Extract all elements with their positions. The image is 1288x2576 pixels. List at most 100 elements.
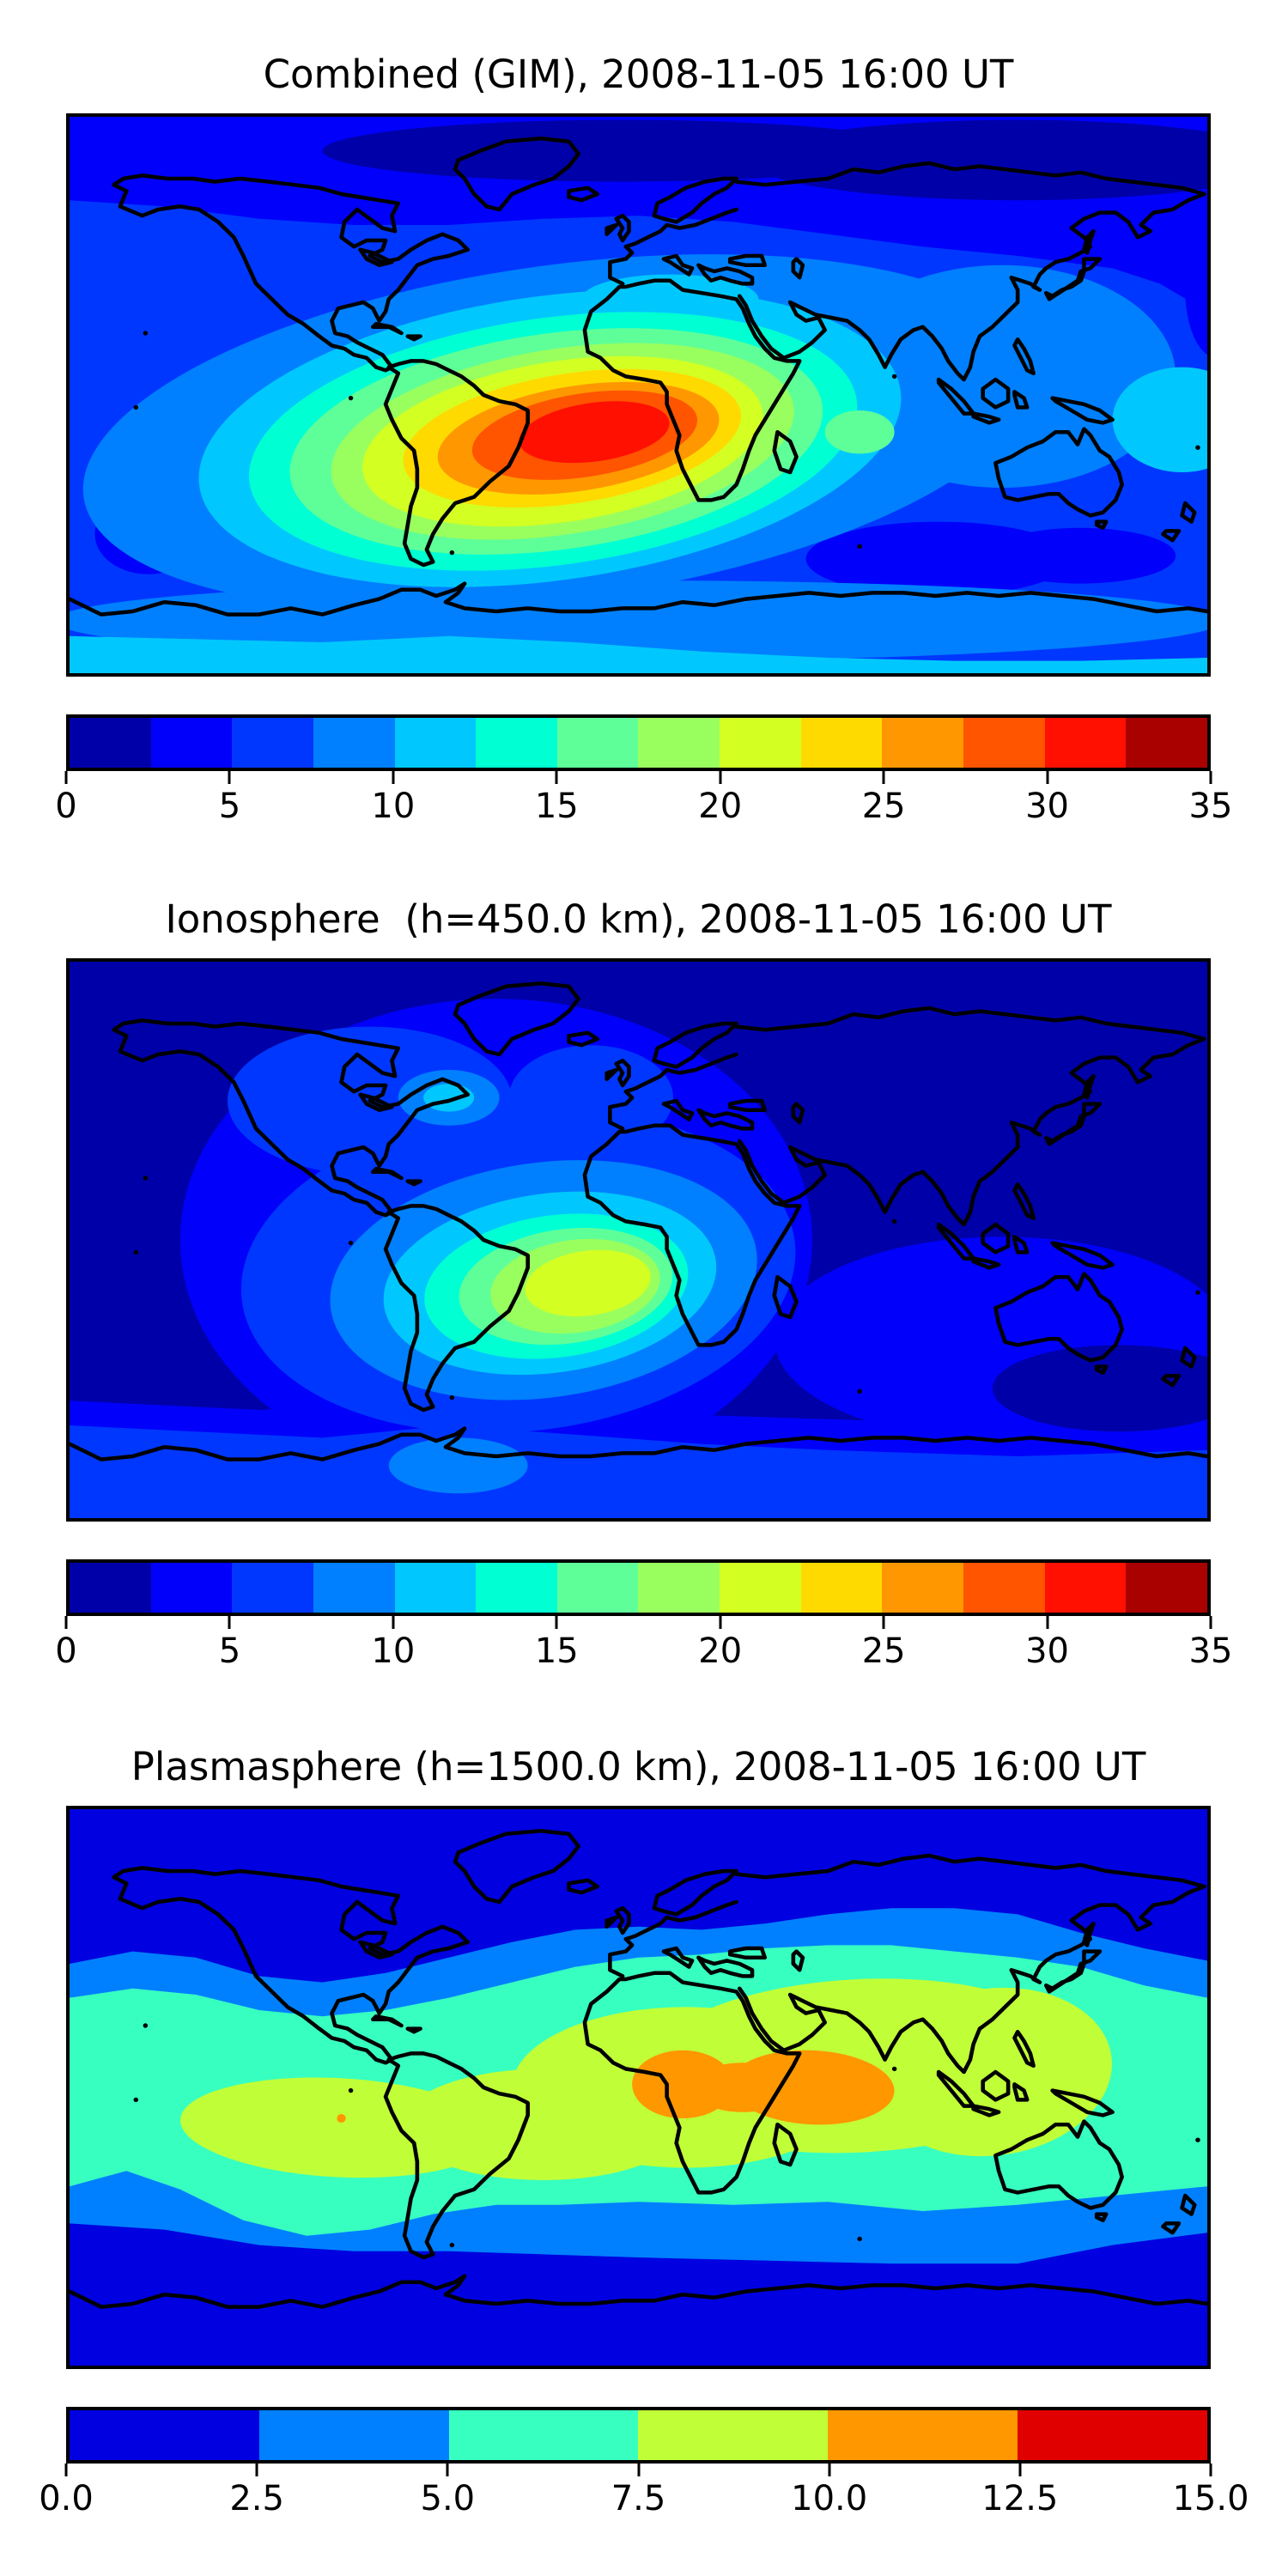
coastline [652,1021,738,1069]
coastline [652,1868,738,1917]
contour-layer [986,527,1176,584]
coastline [1094,1364,1109,1376]
colorbar-segment [150,1563,233,1613]
colorbar-tick-mark [719,1616,722,1629]
colorbar-combined [66,714,1211,771]
contour-layer [1185,225,1207,355]
island-dot [891,374,897,380]
coastline [371,2014,404,2028]
coastline [112,1866,471,2065]
colorbar-segment [232,1563,313,1613]
colorbar-tick-label: 0.0 [39,2479,94,2518]
colorbar-tick-label: 20 [698,1631,743,1671]
coastline [993,2119,1124,2210]
coastline [661,1946,695,1969]
coastline [652,176,738,224]
coastline [405,1179,422,1187]
map-ionosphere [66,958,1211,1522]
coastline [405,334,422,342]
colorbar-segment [800,1563,883,1613]
colorbar-ionosphere [66,1559,1211,1616]
island-dot [143,1176,149,1181]
colorbar-segment [556,1563,639,1613]
colorbar-segment [638,2410,829,2460]
colorbar-segment [258,2410,449,2460]
colorbar-segment [476,718,557,768]
island-dot [449,2242,455,2248]
colorbar-tick-mark [1209,1616,1212,1629]
coastline [993,427,1124,518]
colorbar-segment [313,1563,395,1613]
colorbar-segment [638,1563,720,1613]
colorbar-tick-label: 10 [371,1631,416,1671]
coastline [1012,1235,1030,1255]
contour-layer [70,580,1207,661]
coastline [696,263,755,286]
coastline [608,207,738,286]
coastline [981,2069,1011,2102]
colorbar-tick-label: 20 [698,787,743,826]
colorbar-tick-label: 30 [1025,1631,1070,1671]
coastline [1050,396,1115,425]
colorbar-segment [828,2410,1018,2460]
colorbar-tick-mark [446,2464,449,2476]
colorbar-tick-label: 35 [1188,1631,1233,1671]
colorbar-segment [963,1563,1045,1613]
island-dot [857,544,862,550]
contour-layer [337,2113,346,2123]
contour-layer [749,119,1207,201]
coastline [453,136,580,212]
coastline [1161,2221,1182,2235]
coastline [791,1949,805,1972]
coastline [1082,1921,1096,1947]
coastline [727,253,768,268]
coastline [1094,519,1109,531]
colorbar-tick-mark [555,1616,558,1629]
coastline [605,222,619,237]
contour-layer [70,2223,1207,2366]
coastline [971,2104,1001,2117]
colorbar-tick-label: 10.0 [791,2479,868,2518]
coastline [1012,1182,1036,1221]
coastline [70,581,1207,617]
coastline [70,2274,1207,2309]
colorbar-tick-label: 10 [371,787,416,826]
coastline [661,1098,695,1121]
island-dot [133,404,139,410]
contour-layer [519,401,670,464]
contour-layer [70,635,1207,673]
colorbar-plasmasphere [66,2407,1211,2464]
coastline [1043,1102,1103,1146]
contour-layer [1112,367,1207,472]
map-title-ionosphere: Ionosphere (h=450.0 km), 2008-11-05 16:0… [165,896,1112,942]
island-dot [348,395,354,401]
colorbar-segment [882,718,964,768]
coastline [772,429,799,475]
colorbar-tick-label: 7.5 [611,2479,666,2518]
colorbar-segment [70,718,151,768]
colorbar-segment [800,718,883,768]
island-dot [133,2097,139,2103]
panel-plasmasphere: Plasmasphere (h=1500.0 km), 2008-11-05 1… [39,1744,1249,2527]
coastline [696,1955,755,1978]
map-title-plasmasphere: Plasmasphere (h=1500.0 km), 2008-11-05 1… [131,1744,1146,1789]
contour-layer [730,2050,895,2125]
coastline [734,1005,1206,1227]
coastline [405,2026,422,2034]
colorbar-tick-mark [882,1616,885,1629]
colorbar-segment [1018,2410,1207,2460]
colorbar-tick-mark [719,771,722,784]
colorbar-tick-label: 15 [534,787,579,826]
colorbar-tick-label: 25 [861,1631,906,1671]
world-contour-svg [70,962,1207,1518]
coastline [1094,2212,1109,2223]
coastline [112,1018,471,1218]
coastline [608,1052,738,1131]
colorbar-segment [1044,1563,1127,1613]
colorbar-tick-label: 0 [55,1631,77,1671]
coastline [358,1940,394,1960]
coastline [1161,1374,1182,1388]
colorbar-segment [70,1563,151,1613]
island-dot [1195,445,1200,450]
